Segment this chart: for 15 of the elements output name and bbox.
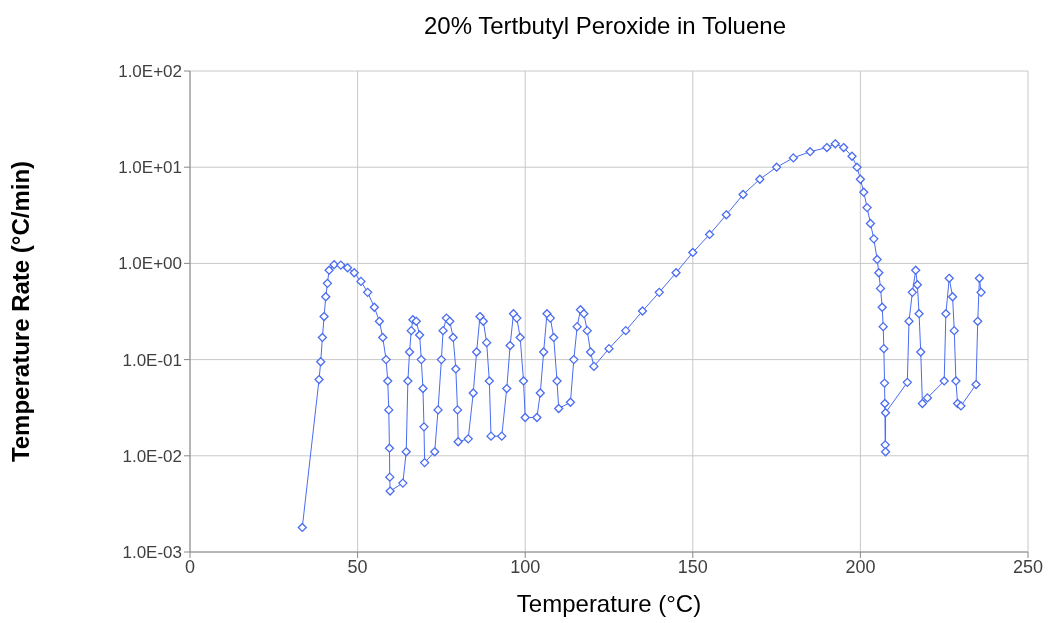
chart-title: 20% Tertbutyl Peroxide in Toluene xyxy=(423,12,787,40)
x-tick-label: 250 xyxy=(1012,556,1044,577)
x-tick-label: 50 xyxy=(347,556,368,577)
x-tick-label: 100 xyxy=(510,556,541,577)
y-tick-label: 1.0E-03 xyxy=(122,543,182,563)
x-axis-title: Temperature (°C) xyxy=(516,590,702,617)
y-tick-label: 1.0E-02 xyxy=(122,446,182,466)
y-axis-title: Temperature Rate (°C/min) xyxy=(6,160,34,463)
x-tick-label: 200 xyxy=(845,556,876,577)
y-tick-label: 1.0E+00 xyxy=(118,254,182,274)
x-tick-label: 0 xyxy=(184,556,196,577)
y-tick-label: 1.0E+01 xyxy=(118,158,182,178)
y-tick-label: 1.0E-01 xyxy=(122,350,182,370)
y-tick-label: 1.0E+02 xyxy=(118,62,182,82)
x-tick-label: 150 xyxy=(677,556,708,577)
